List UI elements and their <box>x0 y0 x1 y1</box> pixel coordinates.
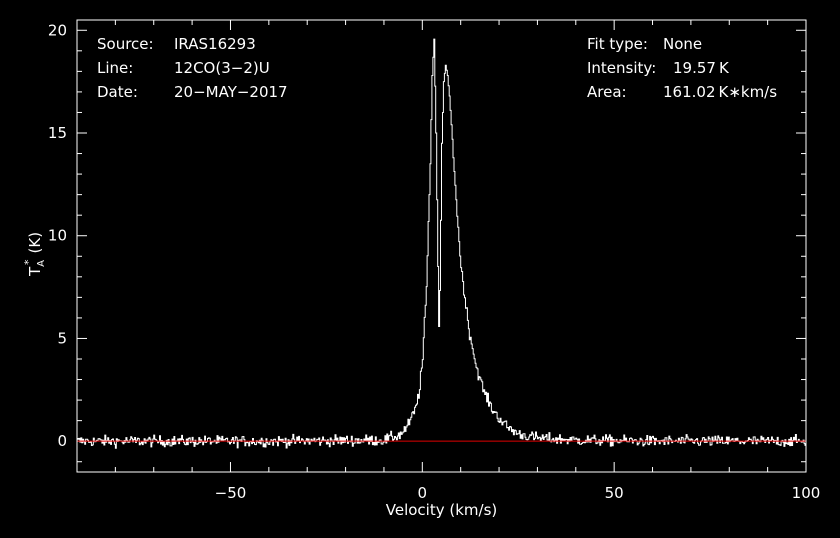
y-label-sup: * <box>22 259 35 265</box>
line-label: Line: <box>97 59 134 77</box>
y-label-sub: A <box>36 260 47 267</box>
area-label: Area: <box>587 83 627 101</box>
svg-text:TA*(K): TA* (K) <box>22 232 47 277</box>
date-label: Date: <box>97 83 138 101</box>
x-tick-label: −50 <box>215 484 247 502</box>
y-axis-label: TA* (K) <box>22 232 47 277</box>
x-tick-label: 0 <box>418 484 428 502</box>
source-label: Source: <box>97 35 154 53</box>
tick-labels: −50 0 50 100 0 5 10 15 20 <box>48 21 820 502</box>
fit-type-label: Fit type: <box>587 35 648 53</box>
area-value: 161.02 K∗km/s <box>663 83 778 101</box>
x-axis-label: Velocity (km/s) <box>386 501 497 519</box>
y-tick-label: 5 <box>57 329 67 347</box>
source-value: IRAS16293 <box>174 35 256 53</box>
intensity-value: 19.57 K <box>673 59 729 77</box>
y-label-unit: (K) <box>26 232 44 254</box>
y-tick-label: 20 <box>48 21 67 39</box>
fit-type-value: None <box>663 35 703 53</box>
x-tick-label: 50 <box>605 484 624 502</box>
y-tick-label: 0 <box>57 432 67 450</box>
y-tick-label: 15 <box>48 124 67 142</box>
y-tick-label: 10 <box>48 227 67 245</box>
intensity-label: Intensity: <box>587 59 657 77</box>
x-tick-label: 100 <box>792 484 821 502</box>
date-value: 20−MAY−2017 <box>174 83 288 101</box>
line-value: 12CO(3−2)U <box>174 59 270 77</box>
y-label-main: T <box>26 266 44 277</box>
plot-frame <box>76 19 807 473</box>
